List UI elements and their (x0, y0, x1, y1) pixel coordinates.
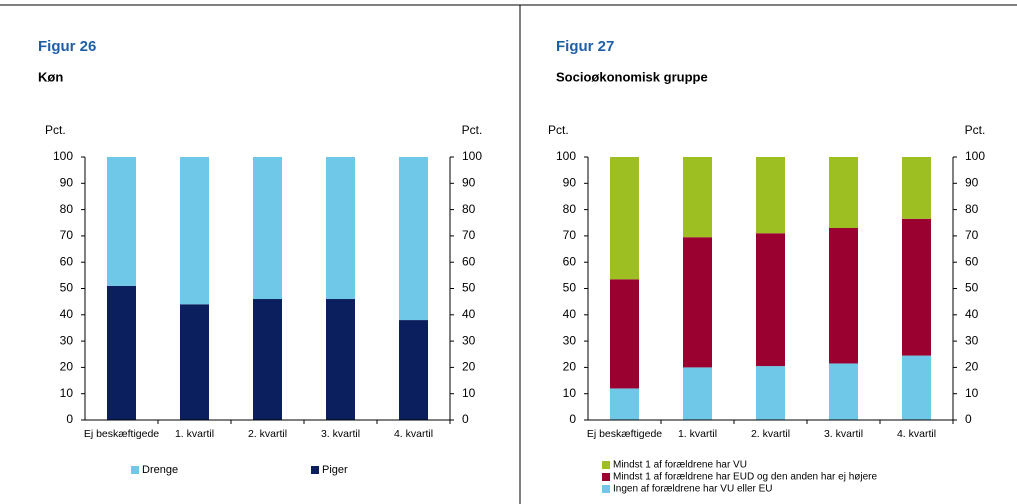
y-tick-label: 50 (60, 281, 74, 295)
bar-segment (610, 388, 639, 420)
y-tick-label: 100 (53, 149, 73, 163)
y2-tick-label: 80 (965, 202, 979, 216)
x-tick-label: 2. kvartil (248, 428, 287, 440)
y-tick-label: 90 (563, 175, 577, 189)
legend-swatch (602, 485, 610, 493)
bar-segment (326, 157, 355, 300)
legend-swatch (311, 466, 319, 474)
y-tick-label: 60 (563, 254, 577, 268)
bar-segment (399, 320, 428, 420)
y2-tick-label: 40 (462, 307, 476, 321)
y-tick-label: 90 (60, 175, 74, 189)
bar-segment (902, 218, 931, 356)
y2-tick-label: 30 (462, 333, 476, 347)
x-tick-label: 3. kvartil (321, 428, 360, 440)
y-tick-label: 30 (60, 333, 74, 347)
y-tick-label: 40 (563, 307, 577, 321)
y2-axis-label: Pct. (462, 123, 483, 137)
figure-subtitle: Køn (38, 69, 63, 84)
x-tick-label: 2. kvartil (751, 428, 790, 440)
x-tick-label: 4. kvartil (394, 428, 433, 440)
figure-title: Figur 26 (38, 38, 96, 55)
y2-tick-label: 70 (965, 228, 979, 242)
y2-tick-label: 90 (462, 175, 476, 189)
bar-segment (399, 157, 428, 321)
bar-segment (107, 157, 136, 286)
bar-segment (902, 355, 931, 420)
bar-segment (902, 157, 931, 219)
x-tick-label: Ej beskæftigede (84, 428, 159, 440)
y2-tick-label: 60 (965, 254, 979, 268)
figure-title: Figur 27 (556, 38, 614, 55)
y2-tick-label: 100 (462, 149, 482, 163)
bar-segment (326, 299, 355, 420)
legend-label: Mindst 1 af forældrene har EUD og den an… (613, 472, 877, 483)
y2-tick-label: 0 (462, 412, 469, 426)
bar-segment (610, 157, 639, 280)
bar-segment (756, 157, 785, 234)
y-tick-label: 70 (563, 228, 577, 242)
bar-segment (107, 285, 136, 420)
bar-segment (829, 363, 858, 420)
y-tick-label: 10 (563, 386, 577, 400)
x-tick-label: 1. kvartil (175, 428, 214, 440)
y2-tick-label: 50 (965, 281, 979, 295)
y2-tick-label: 30 (965, 333, 979, 347)
y-tick-label: 50 (563, 281, 577, 295)
y-tick-label: 0 (569, 412, 576, 426)
bar-segment (683, 157, 712, 238)
figure-subtitle: Socioøkonomisk gruppe (556, 69, 708, 84)
y-axis-label: Pct. (548, 123, 569, 137)
bar-segment (610, 279, 639, 389)
y-tick-label: 30 (563, 333, 577, 347)
y2-tick-label: 0 (965, 412, 972, 426)
legend-label: Ingen af forældrene har VU eller EU (613, 484, 773, 495)
legend-swatch (602, 473, 610, 481)
y-tick-label: 80 (60, 202, 74, 216)
y2-tick-label: 80 (462, 202, 476, 216)
y-tick-label: 0 (66, 412, 73, 426)
bar-segment (683, 367, 712, 420)
y2-tick-label: 60 (462, 254, 476, 268)
bar-segment (180, 304, 209, 420)
y2-tick-label: 40 (965, 307, 979, 321)
legend-label: Drenge (142, 464, 178, 476)
bar-segment (253, 157, 282, 300)
bar-segment (756, 366, 785, 420)
y-tick-label: 10 (60, 386, 74, 400)
x-tick-label: 1. kvartil (678, 428, 717, 440)
bar-segment (253, 299, 282, 420)
legend-label: Mindst 1 af forældrene har VU (613, 460, 747, 471)
y-tick-label: 70 (60, 228, 74, 242)
y-tick-label: 20 (563, 360, 577, 374)
y2-tick-label: 70 (462, 228, 476, 242)
legend-swatch (602, 461, 610, 469)
x-tick-label: 4. kvartil (897, 428, 936, 440)
y2-axis-label: Pct. (965, 123, 986, 137)
y2-tick-label: 10 (462, 386, 476, 400)
y2-tick-label: 10 (965, 386, 979, 400)
y2-tick-label: 90 (965, 175, 979, 189)
bar-segment (829, 228, 858, 364)
bar-segment (829, 157, 858, 229)
bar-segment (683, 237, 712, 368)
y2-tick-label: 20 (462, 360, 476, 374)
x-tick-label: 3. kvartil (824, 428, 863, 440)
y-axis-label: Pct. (45, 123, 66, 137)
y2-tick-label: 100 (965, 149, 985, 163)
legend-label: Piger (322, 464, 348, 476)
x-tick-label: Ej beskæftigede (587, 428, 662, 440)
bar-segment (180, 157, 209, 305)
y2-tick-label: 20 (965, 360, 979, 374)
y-tick-label: 80 (563, 202, 577, 216)
y-tick-label: 60 (60, 254, 74, 268)
y-tick-label: 100 (556, 149, 576, 163)
y2-tick-label: 50 (462, 281, 476, 295)
y-tick-label: 40 (60, 307, 74, 321)
legend-swatch (131, 466, 139, 474)
y-tick-label: 20 (60, 360, 74, 374)
bar-segment (756, 233, 785, 367)
